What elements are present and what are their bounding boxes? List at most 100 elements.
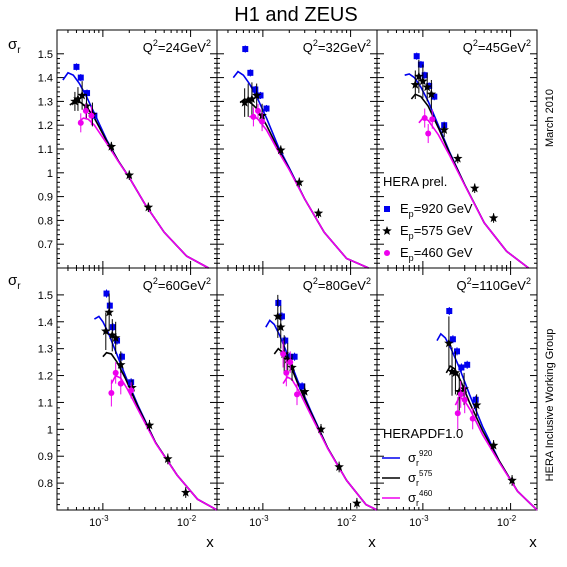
x-tick-label: 10-3 [89, 514, 109, 529]
data-point-920 [118, 353, 125, 360]
data-point-460 [88, 112, 95, 119]
data-point-460 [250, 113, 257, 120]
data-point-575 [299, 386, 310, 396]
data-point-575 [507, 475, 517, 485]
data-point-575 [444, 338, 454, 348]
data-point-575 [143, 202, 154, 212]
data-point-575 [239, 97, 250, 107]
fit-curve-460 [78, 117, 209, 269]
y-tick-label: 0.8 [38, 215, 53, 227]
data-point-920 [275, 299, 282, 306]
fit-curve-575 [239, 98, 369, 269]
data-point-575 [70, 96, 80, 106]
data-point-575 [276, 322, 286, 332]
data-point-920 [446, 308, 453, 315]
y-tick-label: 1 [47, 168, 53, 180]
data-point-460 [421, 115, 428, 122]
y-tick-label: 1.4 [38, 73, 53, 85]
data-point-920 [449, 336, 456, 343]
y-tick-label: 1.1 [38, 397, 53, 409]
data-point-575 [488, 440, 499, 450]
y-tick-label: 1.4 [38, 317, 53, 329]
data-point-575 [101, 326, 111, 336]
data-point-575 [459, 384, 469, 394]
group-credit: HERA Inclusive Working Group [544, 329, 556, 482]
data-point-920 [109, 324, 116, 331]
y-tick-label: 1.5 [38, 49, 53, 61]
panel-5: 10-3 10-2 Q2=110GeV2 [376, 267, 538, 529]
data-point-920 [472, 396, 479, 403]
data-point-920 [454, 348, 461, 355]
panel-4: 10-3 10-2 Q2=80GeV2 [216, 267, 378, 529]
legend-data: HERA prel. Ep=920 GeV Ep=575 GeV Ep=460 GeV [382, 174, 473, 263]
data-point-920 [417, 61, 424, 68]
data-point-460 [108, 390, 115, 397]
data-point-920 [242, 46, 249, 53]
data-point-920 [257, 92, 264, 99]
data-point-575 [163, 453, 173, 463]
data-point-575 [247, 94, 257, 104]
panel-3: 0.8 0.9 1 1.1 1.2 1.3 1.4 1.5 10-3 10-2 Q2=60GeV2 [38, 267, 218, 529]
panel-2: Q2=45GeV2 [376, 29, 538, 269]
x-tick-label: 10-2 [497, 514, 517, 529]
y-tick-label: 1.3 [38, 344, 53, 356]
y-tick-label: 1.1 [38, 144, 53, 156]
data-point-575 [294, 177, 305, 187]
panel-label: Q2=110GeV2 [457, 276, 532, 293]
data-point-460 [82, 107, 89, 114]
data-point-575 [439, 124, 449, 135]
date-stamp: March 2010 [544, 89, 556, 147]
data-point-575 [73, 94, 83, 104]
panel-frame [56, 267, 218, 511]
panel-label: Q2=24GeV2 [143, 38, 211, 55]
data-point-920 [431, 93, 438, 100]
data-point-920 [73, 63, 80, 70]
data-point-460 [457, 391, 464, 398]
x-tick-label: 10-3 [409, 514, 429, 529]
data-point-575 [243, 95, 253, 105]
data-point-920 [299, 383, 306, 390]
x-axis-label-1: x [206, 534, 214, 551]
data-point-575 [316, 424, 326, 434]
data-point-575 [454, 386, 465, 396]
data-point-920 [413, 53, 420, 60]
data-point-920 [421, 72, 428, 79]
data-point-575 [107, 330, 118, 340]
legend-fit-entry-575: σr575 [408, 469, 433, 488]
x-tick-label: 10-2 [337, 514, 357, 529]
data-point-920 [252, 86, 259, 93]
y-tick-label: 0.7 [38, 239, 53, 251]
data-point-460 [294, 391, 301, 398]
fit-curve-460 [454, 395, 538, 511]
data-point-920 [458, 364, 465, 371]
data-point-575 [469, 183, 480, 193]
fit-curve-460 [110, 374, 218, 511]
data-point-920 [84, 90, 91, 97]
data-point-575 [287, 362, 297, 372]
fit-curve-460 [249, 114, 369, 269]
data-point-575 [447, 366, 457, 376]
y-tick-label: 1.3 [38, 96, 53, 108]
legend-marker-575 [382, 226, 392, 236]
legend-marker-920 [384, 206, 390, 212]
data-point-460 [454, 410, 461, 417]
panels: 0.7 0.8 0.9 1 1.1 1.2 1.3 1.4 1.5 Q2=24GeV2 Q2=32G… [38, 29, 538, 529]
data-point-575 [127, 382, 137, 392]
data-point-575 [116, 359, 126, 369]
panel-label: Q2=32GeV2 [303, 38, 371, 55]
x-axis-label-2: x [368, 534, 376, 551]
data-point-460 [283, 369, 290, 376]
data-point-920 [464, 361, 471, 368]
panel-label: Q2=60GeV2 [143, 276, 211, 293]
x-tick-label: 10-2 [177, 514, 197, 529]
y-tick-label: 0.8 [38, 478, 53, 490]
data-point-460 [254, 107, 261, 114]
legend-data-title: HERA prel. [383, 174, 447, 189]
data-point-575 [273, 311, 283, 321]
data-point-460 [128, 387, 135, 394]
data-point-575 [471, 400, 482, 410]
panel-1: Q2=32GeV2 [216, 29, 378, 269]
data-point-460 [112, 369, 119, 376]
data-point-460 [469, 415, 476, 422]
